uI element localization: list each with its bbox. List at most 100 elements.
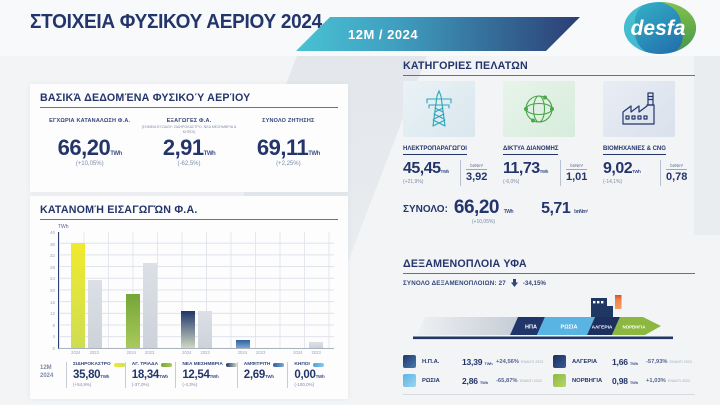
- legend-entry-ag-triada: ΑΓ. ΤΡΙΑΔΑ 18,34TWh (-37,0%): [124, 362, 176, 388]
- title-rule: [403, 273, 695, 274]
- bar-group-nea-mesimvria: [180, 311, 214, 348]
- entry-change: (-4,3%): [182, 382, 198, 387]
- title-rule: [40, 219, 338, 220]
- stat-change: (+2,25%): [276, 161, 301, 168]
- period-band: 12M / 2024: [296, 17, 580, 51]
- ship-label-russia: ΡΩΣΙΑ: [561, 325, 578, 331]
- stat-domestic-consumption: ΕΓΧΩΡΙΑ ΚΑΤΑΝΑΛΩΣΗ Φ.Α. 66,20TWh (+10,05…: [40, 116, 139, 167]
- chart-plot-area: [58, 232, 334, 349]
- category-label: ΒΙΟΜΗΧΑΝΙΕΣ & CNG: [603, 146, 666, 155]
- stat-value: 66,20TWh: [57, 135, 123, 160]
- header: ΣΤΟΙΧΕΙΑ ΦΥΣΙΚΟΥ ΑΕΡΙΟΥ 2024 12M / 2024 …: [0, 0, 720, 56]
- entry-swatch: [113, 362, 125, 367]
- stat-change: (+10,05%): [75, 161, 104, 168]
- legend-name: ΝΟΡΒΗΓΙΑ: [572, 377, 603, 384]
- bar-2023: [87, 280, 102, 348]
- stat-label: ΣΥΝΟΛΟ ΖΗΤΗΣΗΣ: [262, 118, 315, 124]
- legend-swatch: [403, 355, 416, 368]
- total-bcm-value: 5,71 bnNm³: [541, 200, 588, 217]
- bar-group-ag-triada: [124, 263, 158, 348]
- entry-swatch: [225, 362, 237, 367]
- legend-change: +1,03%: [646, 377, 666, 384]
- entry-name: ΑΜΦΙΤΡΙΤΗ: [243, 362, 271, 367]
- desfa-logo-icon: desfa: [623, 2, 696, 54]
- lng-legend-norway: ΝΟΡΒΗΓΙΑ 0,98 TWh +1,03% ΕΝΑΝΤΙ 2023: [553, 374, 695, 387]
- legend-swatch: [553, 355, 566, 368]
- stat-sublabel: (ΣΗΜΕΙΑ ΕΞΟΔΟΥ: ΣΙΔΗΡΟΚΑΣΤΡΟ, ΝΕΑ ΜΕΣΗΜΒ…: [141, 125, 237, 134]
- legend-entry-amfitriti: ΑΜΦΙΤΡΙΤΗ 2,69TWh: [236, 362, 288, 388]
- right-edge-decoration: [694, 55, 720, 235]
- entry-change: (-100,0%): [294, 382, 315, 387]
- stat-unit: TWh: [110, 151, 122, 157]
- stat-value: 69,11TWh: [256, 135, 320, 160]
- factory-icon: [622, 92, 655, 125]
- ship-waterline: [413, 336, 673, 340]
- entry-swatch: [273, 362, 285, 367]
- lng-tankers-title: ΔΕΞΑΜΕΝΟΠΛΟΙΑ ΥΦΑ: [403, 258, 527, 270]
- entry-name: ΣΙΔΗΡΟΚΑΣΤΡΟ: [73, 362, 111, 367]
- ship-superstructure: [591, 298, 607, 317]
- category-label: ΗΛΕΚΤΡΟΠΑΡΑΓΩΓΟΙ: [403, 146, 467, 155]
- customer-categories-title: ΚΑΤΗΓΟΡΙΕΣ ΠΕΛΑΤΩΝ: [403, 60, 528, 72]
- globe-network-icon: [524, 95, 554, 123]
- category-change: (-14,1%): [603, 179, 623, 185]
- bar-2024: [181, 311, 195, 348]
- legend-swatch: [553, 374, 566, 387]
- ship-segment-algeria: [587, 317, 620, 335]
- bar-group-amfitriti: [235, 340, 269, 348]
- ship-label-algeria: ΑΛΓΕΡΙΑ: [592, 325, 613, 331]
- legend-note: ΕΝΑΝΤΙ 2023: [521, 359, 544, 364]
- customer-categories-section: ΚΑΤΗΓΟΡΙΕΣ ΠΕΛΑΤΩΝ ΗΛΕΚΤΡΟΠΑΡΑΓΩΓΟΙ 45,4…: [403, 60, 695, 225]
- legend-swatch: [403, 374, 416, 387]
- category-values: 9,02TWh (-14,1%) bnNm³ 0,78: [603, 160, 695, 186]
- category-bcm: bnNm³ 3,92: [466, 163, 488, 183]
- ship-funnel: [615, 295, 622, 309]
- title-rule: [403, 75, 695, 76]
- entry-value: 12,54TWh: [182, 369, 219, 381]
- lng-tankers-section: ΔΕΞΑΜΕΝΟΠΛΟΙΑ ΥΦΑ ΣΥΝΟΛΟ ΔΕΞΑΜΕΝΟΠΛΟΙΩΝ:…: [403, 258, 695, 395]
- tanker-count-label: ΣΥΝΟΛΟ ΔΕΞΑΜΕΝΟΠΛΟΙΩΝ: 27: [403, 279, 506, 287]
- ship-label-usa: ΗΠΑ: [525, 325, 537, 331]
- divider: [660, 160, 661, 186]
- entry-value: 35,80TWh: [73, 369, 110, 381]
- chart-legend: 12M 2024 ΣΙΔΗΡΟΚΑΣΤΡΟ 35,80TWh (+54,9%) Α…: [40, 362, 338, 388]
- category-values: 45,45TWh (+21,9%) bnNm³ 3,92: [403, 160, 495, 186]
- stat-label: ΕΓΧΩΡΙΑ ΚΑΤΑΝΑΛΩΣΗ Φ.Α.: [49, 118, 131, 124]
- entry-name: ΚΗΠΟΙ: [294, 362, 310, 367]
- categories-total-row: ΣΥΝΟΛΟ: 66,20 TWh (+10,05%) 5,71 bnNm³: [403, 198, 695, 225]
- category-bcm: bnNm³ 0,78: [666, 163, 688, 183]
- legend-period: 12M 2024: [40, 365, 54, 380]
- bar-2023: [308, 342, 323, 348]
- arrow-down-icon: [510, 279, 518, 287]
- stat-sublabel: [239, 125, 338, 135]
- legend-entry-kipoi: ΚΗΠΟΙ 0,00TWh (-100,0%): [287, 362, 338, 388]
- stat-unit: TWh: [203, 151, 216, 157]
- entry-value: 2,69TWh: [243, 369, 274, 381]
- bar-2024: [236, 340, 251, 348]
- bar-group-kipoi: [290, 342, 324, 348]
- stat-unit: TWh: [308, 151, 320, 157]
- legend-change: -57,93%: [646, 358, 668, 365]
- lng-legend-algeria: ΑΛΓΕΡΙΑ 1,66 TWh -57,93% ΕΝΑΝΤΙ 2023: [553, 355, 695, 368]
- imports-chart-section: ΚΑΤΑΝΟΜΉ ΕΙΣΑΓΩΓΏΝ Φ.Α. TWh 40 36 32 28 24 20…: [30, 196, 348, 399]
- bar-2023: [198, 311, 212, 348]
- lng-ship-illustration: ΗΠΑ ΡΩΣΙΑ ΑΛΓΕΡΙΑ ΝΟΡΒΗΓΙΑ: [413, 295, 673, 340]
- lng-legend: Η.Π.Α. 13,39 TWh +24,56% ΕΝΑΝΤΙ 2023 ΑΛΓ…: [403, 355, 695, 395]
- legend-entry-sidirokastro: ΣΙΔΗΡΟΚΑΣΤΡΟ 35,80TWh (+54,9%): [66, 362, 125, 388]
- legend-change: -65,87%: [496, 377, 518, 384]
- y-axis-label: TWh: [58, 224, 69, 230]
- entry-swatch: [312, 362, 324, 367]
- bar-chart: 40 36 32 28 24 20 16 12 8 4 0 2024 2023 2024 2023 20…: [50, 230, 334, 355]
- category-value: 45,45TWh: [403, 160, 449, 177]
- bar-2024: [70, 243, 85, 348]
- entry-change: (+54,9%): [73, 382, 92, 387]
- y-axis-ticks: 40 36 32 28 24 20 16 12 8 4 0: [49, 230, 55, 351]
- page-title: ΣΤΟΙΧΕΙΑ ΦΥΣΙΚΟΥ ΑΕΡΙΟΥ 2024: [30, 11, 322, 33]
- legend-entry-nea-mesimvria: ΝΕΑ ΜΕΣΗΜΒΡΙΑ 12,54TWh (-4,3%): [175, 362, 237, 388]
- category-values: 11,73TWh (-6,0%) bnNm³ 1,01: [503, 160, 595, 186]
- category-value: 11,73TWh: [503, 160, 548, 177]
- x-axis-year-labels: 2024 2023 2024 2023 2024 2023 2024 2023 2024…: [71, 350, 321, 355]
- category-tiles-row: ΗΛΕΚΤΡΟΠΑΡΑΓΩΓΟΙ 45,45TWh (+21,9%) bnNm³…: [403, 81, 695, 186]
- ship-segment-other: [417, 317, 518, 335]
- logo-text: desfa: [631, 17, 686, 40]
